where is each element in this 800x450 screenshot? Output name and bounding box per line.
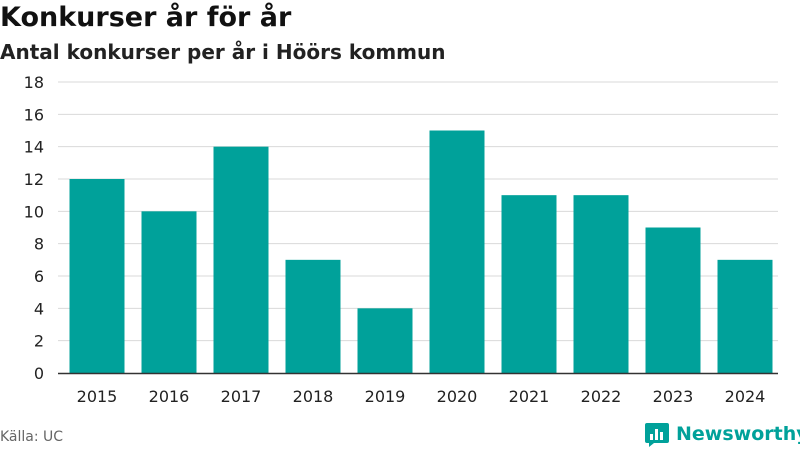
x-tick-label: 2015	[77, 387, 118, 406]
y-tick-label: 0	[34, 364, 44, 383]
bars	[69, 130, 773, 373]
bar	[69, 179, 125, 373]
x-tick-label: 2021	[509, 387, 550, 406]
x-tick-label: 2020	[437, 387, 478, 406]
y-tick-label: 12	[24, 170, 44, 189]
x-tick-label: 2018	[293, 387, 334, 406]
x-tick-label: 2019	[365, 387, 406, 406]
x-tick-label: 2023	[653, 387, 694, 406]
bar	[357, 308, 413, 373]
y-tick-label: 10	[24, 202, 44, 221]
y-tick-label: 4	[34, 299, 44, 318]
y-axis-tick-labels: 0 2 4 6 8 10 12 14 16 18	[24, 73, 44, 383]
y-tick-label: 6	[34, 267, 44, 286]
bar-chart-logo-icon	[645, 423, 669, 447]
y-tick-label: 16	[24, 105, 44, 124]
bar	[213, 146, 269, 373]
chart-title: Konkurser år för år	[0, 2, 292, 33]
x-tick-label: 2022	[581, 387, 622, 406]
x-tick-label: 2017	[221, 387, 262, 406]
bar	[573, 195, 629, 373]
bar	[285, 259, 341, 373]
bar	[429, 130, 485, 373]
bar	[501, 195, 557, 373]
x-tick-label: 2016	[149, 387, 190, 406]
brand-name: Newsworthy	[676, 423, 800, 445]
bar	[717, 259, 773, 373]
bar	[141, 211, 197, 373]
y-tick-label: 18	[24, 73, 44, 92]
bar	[645, 227, 701, 373]
source-note: Källa: UC	[0, 429, 64, 445]
brand-logo: Newsworthy	[644, 420, 800, 448]
chart-subtitle: Antal konkurser per år i Höörs kommun	[0, 40, 446, 64]
x-tick-label: 2024	[725, 387, 766, 406]
y-tick-label: 2	[34, 332, 44, 351]
y-tick-label: 8	[34, 235, 44, 254]
x-axis-tick-labels: 2015 2016 2017 2018 2019 2020 2021 2022 2023 2024	[77, 387, 766, 406]
y-tick-label: 14	[24, 138, 44, 157]
